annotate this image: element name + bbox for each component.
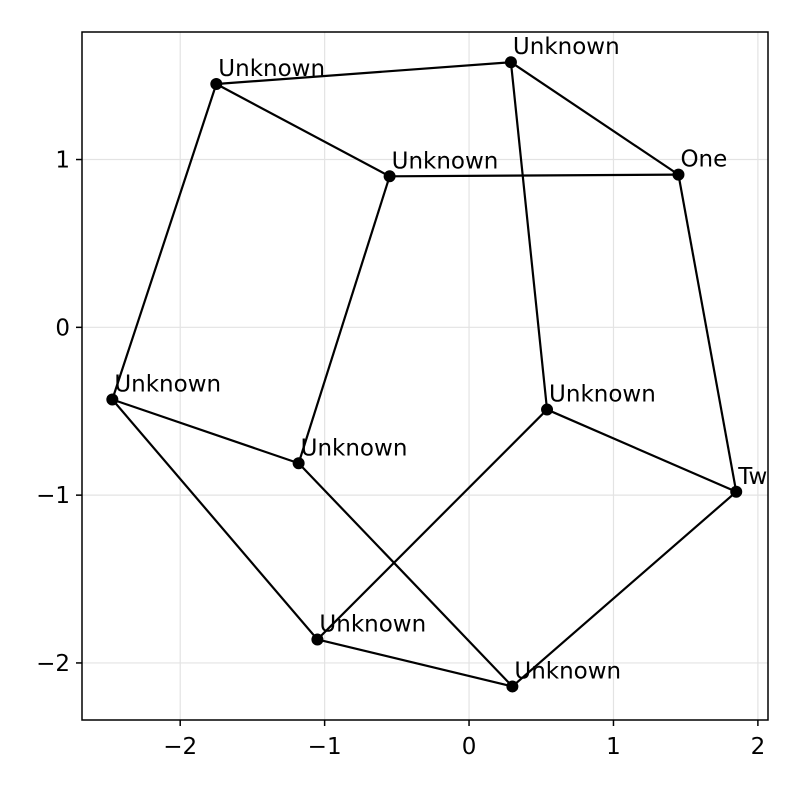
node-label: Unknown bbox=[513, 34, 620, 60]
y-tick-label: −1 bbox=[36, 483, 70, 509]
graph-edge bbox=[111, 83, 218, 400]
graph-edge bbox=[509, 62, 549, 410]
graph-node bbox=[311, 633, 324, 646]
node-label: Unknown bbox=[549, 382, 656, 408]
plot-area: One Two Unknown Unknown Unknown Unknown Unknow… bbox=[106, 34, 781, 693]
x-tick-label: −1 bbox=[308, 734, 342, 760]
axis-ticks: −2 −1 0 1 2 1 0 −1 −2 bbox=[36, 148, 765, 760]
graph-node bbox=[672, 168, 685, 181]
axes-frame bbox=[81, 31, 769, 721]
graph-edge bbox=[511, 490, 737, 688]
graph-edge bbox=[297, 462, 514, 688]
graph-edge bbox=[215, 83, 391, 178]
node-label: One bbox=[680, 147, 727, 173]
graph-node bbox=[383, 170, 396, 183]
graph-edge bbox=[389, 173, 679, 178]
node-label: Two bbox=[737, 464, 781, 490]
y-tick-label: 1 bbox=[55, 148, 70, 174]
node-label: Unknown bbox=[114, 371, 221, 397]
graph-node bbox=[504, 56, 517, 69]
graph-node bbox=[730, 485, 743, 498]
node-label: Unknown bbox=[319, 611, 426, 637]
graph-node bbox=[506, 680, 519, 693]
node-label: Unknown bbox=[218, 56, 325, 82]
graph-edge bbox=[677, 174, 738, 492]
graph-edge bbox=[111, 398, 319, 641]
graph-node bbox=[292, 457, 305, 470]
graph-edge bbox=[297, 175, 391, 464]
x-tick-label: −2 bbox=[163, 734, 197, 760]
grid-lines bbox=[82, 32, 768, 720]
graph-node bbox=[541, 403, 554, 416]
graph-edge bbox=[546, 408, 737, 493]
graph-edge bbox=[216, 61, 512, 86]
node-label: Unknown bbox=[514, 658, 621, 684]
x-tick-label: 0 bbox=[462, 734, 477, 760]
x-tick-label: 1 bbox=[606, 734, 621, 760]
nodes bbox=[106, 56, 743, 693]
node-label: Unknown bbox=[392, 148, 499, 174]
node-labels: One Two Unknown Unknown Unknown Unknown Unknow… bbox=[114, 34, 781, 684]
graph-node bbox=[106, 393, 119, 406]
edges bbox=[111, 61, 738, 688]
y-tick-label: −2 bbox=[36, 651, 70, 677]
graph-edge bbox=[111, 398, 299, 465]
x-tick-label: 2 bbox=[751, 734, 766, 760]
graph-node bbox=[210, 78, 223, 91]
node-label: Unknown bbox=[301, 435, 408, 461]
y-tick-label: 0 bbox=[55, 315, 70, 341]
graph-edge bbox=[316, 408, 548, 641]
graph-edge bbox=[317, 638, 513, 688]
graph-edge bbox=[510, 61, 680, 176]
